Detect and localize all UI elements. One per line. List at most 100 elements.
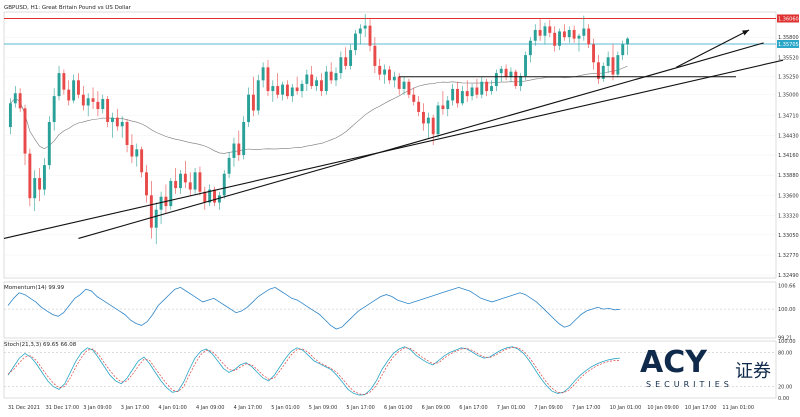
candle-body [91,98,95,102]
chart-title: GBPUSD, H1: Great Britain Pound vs US Do… [4,5,132,11]
candle-body [480,81,484,95]
candle-body [601,65,605,79]
candle-body [397,76,401,89]
grid-layer [3,11,777,399]
candle-body [353,33,357,51]
candle-body [28,153,32,199]
candle-body [582,28,586,36]
candle-body [388,69,391,81]
brand-sub: SECURITIES [646,380,733,389]
candle-body [490,86,493,92]
candle-body [621,44,625,56]
stoch-main-line [7,346,621,396]
candle-body [417,101,421,112]
arrow-head [742,29,750,36]
candle-body [261,67,265,81]
price-marker [777,39,799,48]
momentum-tick-label: 100.00 [778,307,796,313]
candle-body [115,117,119,127]
candle-body [509,71,513,77]
candle-body [188,182,192,190]
candle-body [295,87,299,92]
candle-body [460,91,464,104]
candle-body [441,105,445,110]
price-tick-label: 1.33880 [778,173,799,179]
brand-name: ACY [640,345,708,380]
candle-body [344,57,348,66]
candle-body [494,73,498,87]
candle-body [475,87,479,95]
stoch-tick-label: 80.00 [778,350,792,356]
price-tick-label: 1.32490 [778,273,799,279]
candle-body [319,80,323,92]
candle-body [38,178,42,190]
candle-body [42,165,46,190]
price-marker-label: 1.35705 [778,42,799,48]
time-tick-label: 5 Jan 09:00 [309,405,337,411]
candle-body [72,80,76,101]
candle-body [96,101,100,110]
candle-body [329,71,333,81]
candle-body [402,81,406,89]
candle-body [626,38,630,45]
price-tick-label: 1.33320 [778,213,799,219]
candle-body [256,80,260,111]
candle-body [392,76,396,81]
candle-body [203,191,207,203]
price-tick-label: 1.34160 [778,153,799,159]
candle-body [111,117,114,122]
candle-body [62,73,66,90]
candle-body [222,173,226,196]
stoch-tick-label: 20.00 [778,385,792,391]
time-tick-label: 10 Jan 09:00 [647,405,679,411]
time-tick-label: 31 Dec 2021 [8,405,40,411]
candle-body [183,173,187,183]
candle-body [57,73,61,97]
candle-body [145,172,148,196]
panel-border [3,11,777,279]
price-tick-label: 1.35000 [778,93,799,99]
candle-body [315,80,319,87]
candle-body [198,172,202,192]
candle-body [470,87,474,97]
time-tick-label: 3 Jan 09:00 [83,405,111,411]
brand-chinese: 证券 [735,361,771,382]
candle-body [378,65,382,75]
candle-body [334,73,338,81]
price-tick-label: 1.33600 [778,193,799,199]
candle-body [538,29,542,36]
time-tick-label: 10 Jan 01:00 [610,405,642,411]
time-tick-label: 4 Jan 01:00 [158,405,186,411]
stoch-tick-label: 100.00 [778,339,796,345]
price-tick-label: 1.34430 [778,134,799,140]
candle-body [519,75,523,87]
candle-body [174,180,178,189]
candle-body [67,89,71,101]
candle-body [125,121,129,145]
momentum-label: Momentum(14) 99.99 [4,285,65,291]
time-tick-label: 4 Jan 09:00 [196,405,224,411]
candle-body [232,143,236,158]
candle-body [8,103,12,128]
panel-border [3,340,777,399]
candle-body [373,45,377,66]
candle-body [349,50,353,66]
candle-body [431,117,435,135]
arrow-trend-line [675,29,750,68]
candle-body [154,209,158,228]
brand-logo: ACY 证券 SECURITIES [640,345,771,389]
candle-body [465,91,469,97]
candle-body [305,74,309,84]
candle-body [485,81,489,92]
price-tick-label: 1.33050 [778,233,799,239]
candle-body [106,98,110,122]
price-tick-label: 1.34710 [778,114,799,120]
candle-body [86,98,90,106]
candle-body [456,88,459,104]
panel-border [3,281,777,339]
candle-body [553,32,557,46]
candle-body [237,143,241,156]
stoch-tick-label: 0.00 [778,396,789,402]
candle-body [548,26,552,33]
